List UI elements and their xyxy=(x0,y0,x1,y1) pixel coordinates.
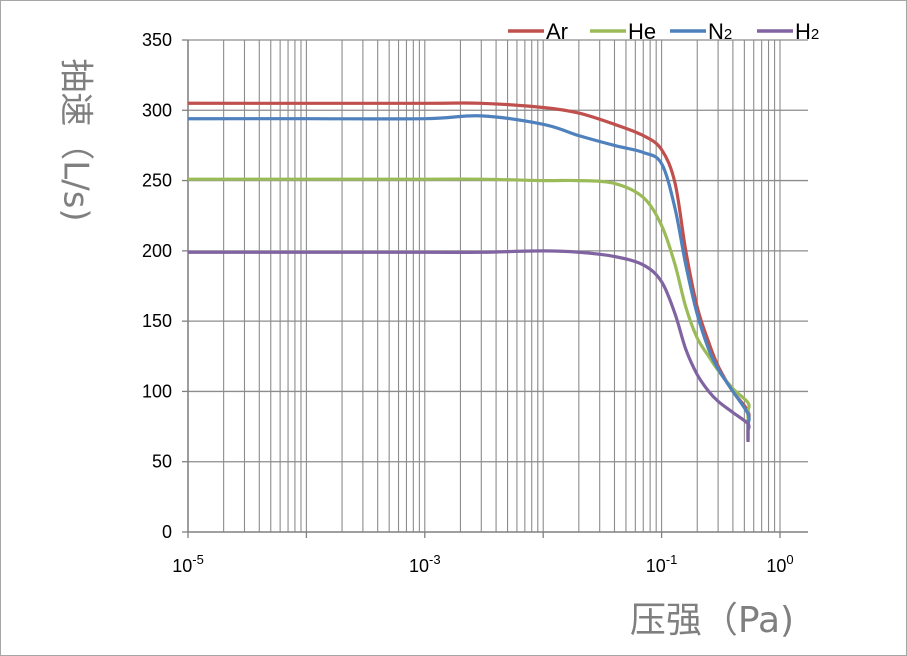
x-tick-label: 100 xyxy=(766,552,793,576)
x-tick-label: 10-1 xyxy=(646,552,678,576)
grid xyxy=(187,39,808,532)
axes xyxy=(182,39,808,538)
y-tick-label: 200 xyxy=(142,241,172,261)
y-tick-labels: 0 50 100 150 200 250 300 350 xyxy=(142,30,172,542)
series-line-n2 xyxy=(187,114,751,440)
x-tick-label: 10-3 xyxy=(409,552,441,576)
series-line-h2 xyxy=(187,249,751,443)
y-tick-label: 0 xyxy=(162,522,172,542)
y-tick-label: 250 xyxy=(142,171,172,191)
y-tick-label: 300 xyxy=(142,100,172,120)
x-tick-label: 10-5 xyxy=(172,552,204,576)
series-line-ar xyxy=(187,101,751,441)
plot-area xyxy=(187,101,751,443)
series-line-he xyxy=(187,177,751,429)
legend: Ar He N2 H2 xyxy=(508,19,819,44)
legend-label-ar: Ar xyxy=(546,19,568,44)
x-tick-labels: 10-5 10-3 10-1 100 xyxy=(172,552,793,576)
legend-label-he: He xyxy=(628,19,656,44)
y-axis-label: 抽速（L/s) xyxy=(56,58,96,221)
y-tick-label: 350 xyxy=(142,30,172,50)
y-tick-label: 150 xyxy=(142,311,172,331)
legend-label-h2: H2 xyxy=(795,19,819,44)
x-axis-label: 压强（Pa) xyxy=(630,600,794,641)
y-tick-label: 50 xyxy=(152,452,172,472)
legend-label-n2: N2 xyxy=(708,19,732,44)
y-tick-label: 100 xyxy=(142,381,172,401)
